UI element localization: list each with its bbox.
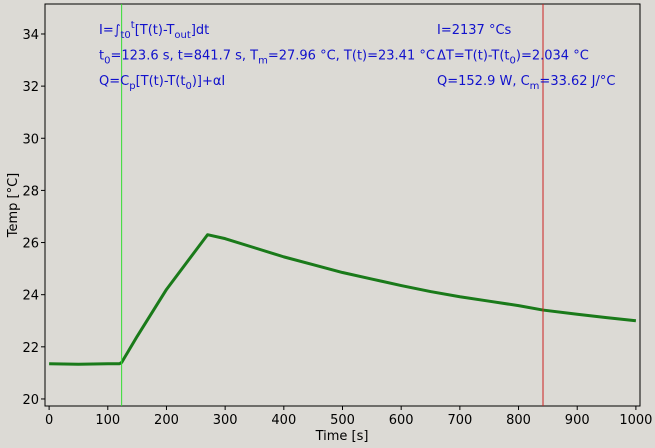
y-tick-label: 28 — [22, 184, 39, 199]
x-tick-label: 100 — [95, 413, 120, 428]
annotation-part: t0 — [121, 30, 131, 41]
y-tick-label: 20 — [22, 393, 39, 408]
annotation-part: 0 — [185, 81, 191, 92]
y-tick-label: 34 — [22, 28, 39, 43]
annotation: ΔT=T(t)-T(t0)=2.034 °C — [437, 49, 589, 67]
annotation-part: [T(t)-T — [135, 23, 175, 38]
y-tick-label: 30 — [22, 132, 39, 147]
annotation-part: 0 — [104, 56, 110, 67]
annotation: Q=Cp[T(t)-T(t0)]+αI — [99, 74, 225, 92]
x-tick-label: 200 — [154, 413, 179, 428]
annotation-part: t — [99, 49, 104, 64]
annotation-part: Q=C — [99, 74, 129, 89]
annotation-part: out — [174, 30, 190, 41]
annotation-part: m — [530, 81, 540, 92]
y-tick-label: 22 — [22, 341, 39, 356]
annotation-part: t — [131, 20, 135, 31]
annotation-part: I=∫ — [99, 23, 121, 38]
annotation-part: Q=152.9 W, C — [437, 74, 530, 89]
annotation-part: =33.62 J/°C — [539, 74, 615, 89]
y-tick-label: 24 — [22, 289, 39, 304]
x-tick-label: 600 — [389, 413, 414, 428]
x-tick-label: 500 — [330, 413, 355, 428]
x-axis-label: Time [s] — [315, 429, 369, 444]
annotation-part: ΔT=T(t)-T(t — [437, 49, 510, 64]
annotation-part: 0 — [510, 56, 516, 67]
annotation-part: ]dt — [191, 23, 209, 38]
annotation-part: =123.6 s, t=841.7 s, T — [110, 49, 258, 64]
x-tick-label: 300 — [213, 413, 238, 428]
annotation: I=∫t0t[T(t)-Tout]dt — [99, 20, 209, 41]
x-tick-label: 400 — [271, 413, 296, 428]
x-tick-label: 0 — [45, 413, 53, 428]
annotation-part: m — [258, 56, 268, 67]
annotation-part: [T(t)-T(t — [136, 74, 186, 89]
annotation-part: =27.96 °C, T(t)=23.41 °C — [268, 49, 435, 64]
plot-area — [44, 3, 641, 407]
annotation-part: )]+αI — [192, 74, 225, 89]
y-tick-label: 26 — [22, 237, 39, 252]
annotation: Q=152.9 W, Cm=33.62 J/°C — [437, 74, 615, 92]
y-axis-label: Temp [°C] — [6, 173, 21, 239]
x-tick-label: 700 — [447, 413, 472, 428]
annotation-part: p — [129, 81, 135, 92]
annotation-part: )=2.034 °C — [516, 49, 589, 64]
annotation: I=2137 °Cs — [437, 23, 512, 38]
y-tick-label: 32 — [22, 80, 39, 95]
x-tick-label: 900 — [565, 413, 590, 428]
x-tick-label: 1000 — [619, 413, 652, 428]
annotation-part: I=2137 °Cs — [437, 23, 512, 38]
x-tick-label: 800 — [506, 413, 531, 428]
annotation: t0=123.6 s, t=841.7 s, Tm=27.96 °C, T(t)… — [99, 49, 435, 67]
